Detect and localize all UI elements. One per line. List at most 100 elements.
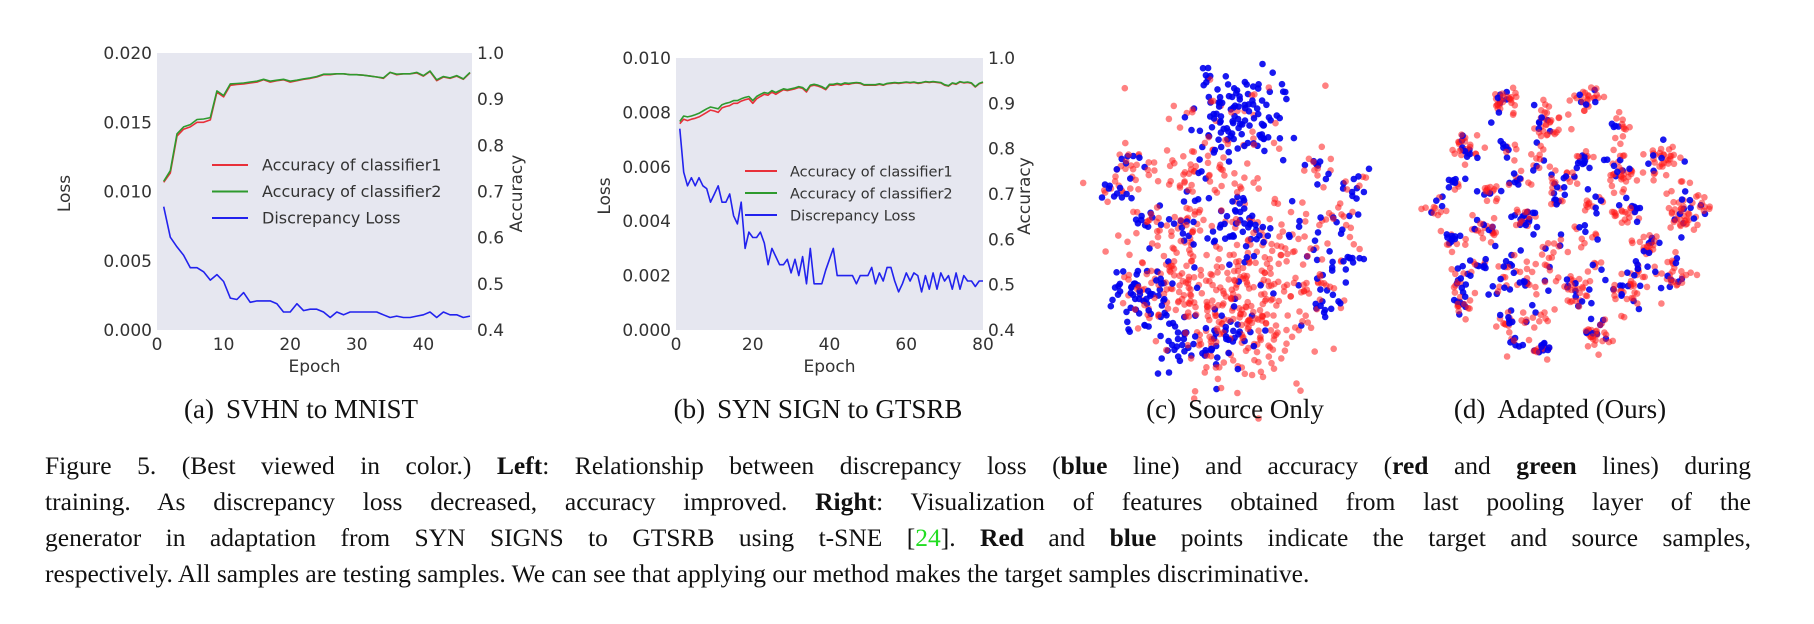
scatter-point-source <box>1344 253 1351 261</box>
scatter-point-target <box>1670 160 1678 168</box>
scatter-point-source <box>1154 370 1162 377</box>
scatter-point-target <box>1225 276 1232 283</box>
scatter-point-target <box>1494 288 1502 295</box>
scatter-point-target <box>1187 286 1194 293</box>
scatter-point-source <box>1205 194 1213 202</box>
scatter-point-target <box>1626 123 1633 131</box>
scatter-point-source <box>1340 258 1347 265</box>
scatter-point-target <box>1583 197 1591 204</box>
scatter-point-target <box>1651 263 1658 271</box>
scatter-point-target <box>1623 295 1631 303</box>
scatter-point-target <box>1220 154 1227 161</box>
scatter-point-target <box>1316 221 1323 229</box>
scatter-point-target <box>1678 207 1685 215</box>
scatter-point-target <box>1229 290 1237 298</box>
scatter-point-target <box>1582 148 1590 155</box>
scatter-point-source <box>1636 204 1644 212</box>
scatter-point-source <box>1295 223 1303 230</box>
scatter-point-target <box>1265 353 1273 360</box>
scatter-point-source <box>1497 187 1505 195</box>
caption-bold-red: Red <box>980 523 1024 552</box>
scatter-point-source <box>1203 79 1210 86</box>
scatter-point-source <box>1454 265 1462 272</box>
scatter-point-target <box>1568 297 1576 305</box>
subcaption-c: (c) Source Only <box>1146 394 1324 425</box>
scatter-point-target <box>1204 301 1211 309</box>
scatter-point-source <box>1230 303 1238 310</box>
scatter-point-source <box>1533 223 1541 231</box>
scatter-point-target <box>1517 167 1525 175</box>
y-left-tick-label: 0.000 <box>622 321 671 341</box>
scatter-point-target <box>1230 267 1238 275</box>
scatter-point-target <box>1587 84 1595 91</box>
scatter-point-target <box>1122 139 1129 147</box>
scatter-point-target <box>1706 203 1713 210</box>
scatter-point-source <box>1153 277 1160 284</box>
scatter-point-target <box>1135 186 1142 193</box>
scatter-point-target <box>1166 263 1173 271</box>
scatter-point-target <box>1608 208 1616 216</box>
scatter-point-target <box>1280 288 1288 295</box>
scatter-point-target <box>1509 84 1517 92</box>
scatter-point-source <box>1123 308 1130 316</box>
scatter-point-source <box>1615 202 1623 209</box>
scatter-point-target <box>1601 316 1609 323</box>
y-right-tick-label: 0.9 <box>477 90 504 110</box>
scatter-point-target <box>1273 242 1281 249</box>
scatter-point-target <box>1250 135 1257 142</box>
scatter-point-source <box>1190 241 1197 248</box>
scatter-point-source <box>1438 202 1446 210</box>
scatter-point-source <box>1283 95 1290 103</box>
scatter-point-source <box>1311 237 1319 244</box>
citation-link[interactable]: 24 <box>915 523 941 552</box>
scatter-point-source <box>1582 228 1589 236</box>
scatter-point-source <box>1259 223 1267 231</box>
scatter-point-target <box>1552 167 1559 174</box>
scatter-point-source <box>1124 318 1131 326</box>
scatter-point-target <box>1209 97 1217 105</box>
scatter-point-target <box>1284 312 1291 319</box>
scatter-point-target <box>1301 167 1308 174</box>
scatter-point-source <box>1193 284 1201 292</box>
scatter-point-target <box>1620 313 1628 321</box>
scatter-point-source <box>1589 261 1597 269</box>
scatter-point-source <box>1660 136 1667 143</box>
scatter-point-source <box>1510 269 1518 277</box>
scatter-point-target <box>1224 269 1231 277</box>
scatter-point-target <box>1523 265 1531 273</box>
scatter-point-target <box>1269 295 1276 303</box>
scatter-point-target <box>1283 326 1290 334</box>
scatter-point-source <box>1229 119 1237 127</box>
scatter-point-target <box>1157 270 1164 278</box>
scatter-point-source <box>1529 209 1537 217</box>
scatter-point-source <box>1321 306 1329 314</box>
scatter-point-target <box>1201 369 1209 376</box>
scatter-point-target <box>1166 162 1174 170</box>
scatter-point-source <box>1273 112 1281 119</box>
scatter-point-target <box>1263 295 1270 303</box>
scatter-point-target <box>1640 233 1647 241</box>
scatter-point-source <box>1624 269 1631 277</box>
scatter-point-target <box>1302 312 1309 320</box>
scatter-point-target <box>1233 241 1241 249</box>
scatter-point-source <box>1188 126 1195 134</box>
scatter-point-source <box>1135 310 1143 317</box>
scatter-point-source <box>1506 320 1513 327</box>
scatter-point-target <box>1693 193 1700 200</box>
scatter-point-source <box>1562 173 1570 180</box>
scatter-point-target <box>1448 248 1456 256</box>
scatter-point-source <box>1626 165 1633 173</box>
scatter-point-target <box>1132 176 1139 184</box>
scatter-point-target <box>1481 144 1489 151</box>
scatter-point-source <box>1576 224 1583 231</box>
scatter-point-target <box>1174 298 1182 306</box>
scatter-point-source <box>1561 191 1569 199</box>
scatter-point-source <box>1445 184 1453 191</box>
scatter-point-source <box>1530 101 1538 109</box>
scatter-point-source <box>1114 291 1122 299</box>
scatter-point-source <box>1157 221 1165 229</box>
scatter-point-target <box>1228 295 1235 303</box>
scatter-point-source <box>1253 105 1261 112</box>
scatter-point-source <box>1264 232 1272 240</box>
scatter-point-target <box>1185 186 1192 194</box>
